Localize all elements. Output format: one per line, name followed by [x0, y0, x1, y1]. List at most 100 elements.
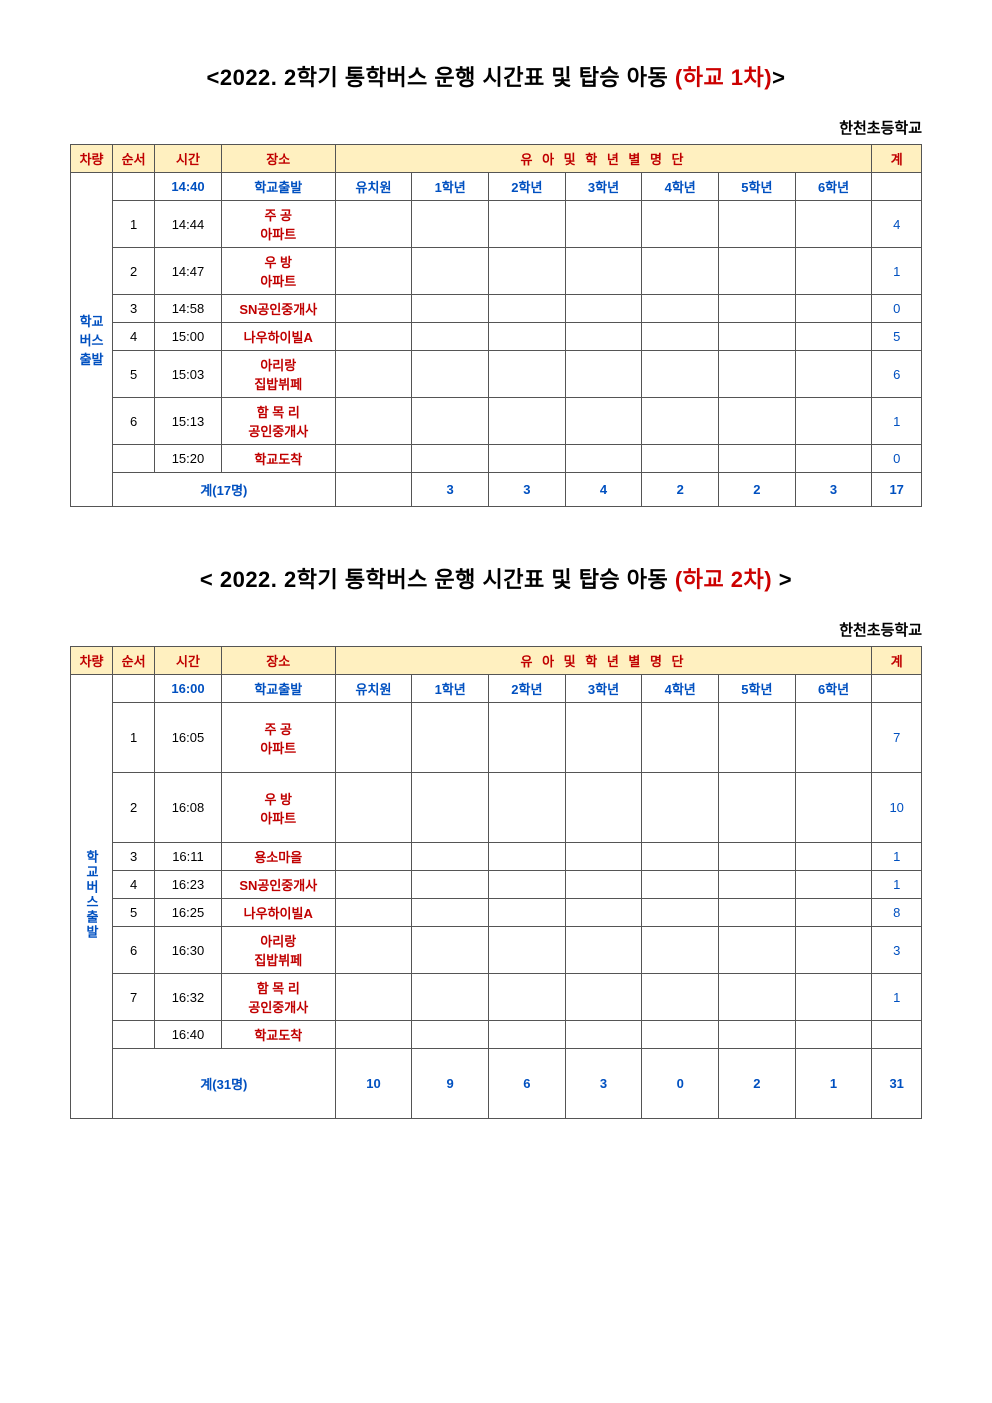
cell-grade — [642, 445, 719, 473]
footer-total: 31 — [872, 1049, 922, 1119]
cell-grade — [412, 248, 489, 295]
table-row: 316:11용소마을1 — [71, 843, 922, 871]
cell-place: 학교도착 — [221, 445, 335, 473]
cell-order — [113, 675, 155, 703]
cell-grade — [412, 871, 489, 899]
cell-total: 7 — [872, 703, 922, 773]
grade-header-cell: 3학년 — [565, 675, 642, 703]
cell-grade — [719, 323, 796, 351]
footer-cell: 10 — [335, 1049, 412, 1119]
cell-grade — [642, 974, 719, 1021]
cell-total: 0 — [872, 295, 922, 323]
cell-grade — [719, 1021, 796, 1049]
cell-grade — [489, 974, 566, 1021]
table-row: 16:40학교도착 — [71, 1021, 922, 1049]
th-time: 시간 — [155, 647, 222, 675]
cell-place: 학교출발 — [221, 675, 335, 703]
cell-grade — [719, 899, 796, 927]
cell-order — [113, 173, 155, 201]
table-row: 116:05주 공아파트7 — [71, 703, 922, 773]
cell-place: 함 목 리공인중개사 — [221, 398, 335, 445]
cell-grade — [565, 323, 642, 351]
cell-place: 주 공아파트 — [221, 703, 335, 773]
table-row: 15:20학교도착0 — [71, 445, 922, 473]
table-row: 학교버스출발16:00학교출발유치원1학년2학년3학년4학년5학년6학년 — [71, 675, 922, 703]
grade-header-cell: 5학년 — [719, 675, 796, 703]
grade-header-cell: 유치원 — [335, 675, 412, 703]
cell-grade — [795, 703, 872, 773]
table-row: 216:08우 방아파트10 — [71, 773, 922, 843]
table-row: 416:23SN공인중개사1 — [71, 871, 922, 899]
cell-place: 용소마을 — [221, 843, 335, 871]
grade-header-cell: 유치원 — [335, 173, 412, 201]
cell-grade — [795, 974, 872, 1021]
cell-grade — [565, 974, 642, 1021]
cell-time: 14:47 — [155, 248, 222, 295]
cell-grade — [719, 201, 796, 248]
vehicle-label-cell: 학교버스출발 — [71, 173, 113, 507]
cell-grade — [489, 445, 566, 473]
cell-grade — [489, 871, 566, 899]
cell-place: SN공인중개사 — [221, 295, 335, 323]
cell-grade — [795, 201, 872, 248]
cell-order: 4 — [113, 871, 155, 899]
cell-time: 16:40 — [155, 1021, 222, 1049]
table-row: 516:25나우하이빌A8 — [71, 899, 922, 927]
cell-time: 16:00 — [155, 675, 222, 703]
cell-grade — [642, 843, 719, 871]
cell-grade — [719, 248, 796, 295]
footer-cell: 3 — [412, 473, 489, 507]
cell-grade — [719, 927, 796, 974]
cell-grade — [489, 398, 566, 445]
cell-grade — [642, 899, 719, 927]
cell-grade — [795, 323, 872, 351]
cell-grade — [565, 351, 642, 398]
cell-total: 8 — [872, 899, 922, 927]
cell-grade — [795, 248, 872, 295]
table-row: 616:30아리랑집밥뷔페3 — [71, 927, 922, 974]
bus-schedule-table: 차량순서시간장소유 아 및 학 년 별 명 단계학교버스출발14:40학교출발유… — [70, 144, 922, 507]
table-row: 716:32함 목 리공인중개사1 — [71, 974, 922, 1021]
cell-grade — [335, 773, 412, 843]
cell-total — [872, 1021, 922, 1049]
cell-grade — [412, 201, 489, 248]
cell-grade — [719, 773, 796, 843]
cell-grade — [335, 248, 412, 295]
cell-grade — [335, 843, 412, 871]
cell-grade — [489, 201, 566, 248]
cell-grade — [489, 843, 566, 871]
cell-grade — [489, 927, 566, 974]
cell-grade — [489, 248, 566, 295]
cell-grade — [335, 974, 412, 1021]
footer-total: 17 — [872, 473, 922, 507]
footer-cell: 2 — [719, 473, 796, 507]
cell-grade — [412, 295, 489, 323]
th-place: 장소 — [221, 145, 335, 173]
cell-total — [872, 173, 922, 201]
cell-place: 아리랑집밥뷔페 — [221, 351, 335, 398]
th-total: 계 — [872, 145, 922, 173]
cell-grade — [489, 351, 566, 398]
cell-grade — [412, 899, 489, 927]
footer-cell: 3 — [795, 473, 872, 507]
cell-grade — [335, 927, 412, 974]
cell-time: 15:03 — [155, 351, 222, 398]
cell-grade — [642, 703, 719, 773]
cell-grade — [489, 773, 566, 843]
cell-total: 1 — [872, 843, 922, 871]
th-total: 계 — [872, 647, 922, 675]
table-row: 515:03아리랑집밥뷔페6 — [71, 351, 922, 398]
grade-header-cell: 2학년 — [489, 173, 566, 201]
cell-grade — [795, 1021, 872, 1049]
cell-total: 5 — [872, 323, 922, 351]
footer-cell: 2 — [719, 1049, 796, 1119]
cell-grade — [565, 843, 642, 871]
cell-total: 1 — [872, 974, 922, 1021]
cell-place: 아리랑집밥뷔페 — [221, 927, 335, 974]
cell-grade — [565, 445, 642, 473]
footer-cell: 3 — [489, 473, 566, 507]
cell-grade — [795, 445, 872, 473]
school-name: 한천초등학교 — [70, 619, 922, 640]
cell-place: 학교출발 — [221, 173, 335, 201]
cell-grade — [335, 899, 412, 927]
